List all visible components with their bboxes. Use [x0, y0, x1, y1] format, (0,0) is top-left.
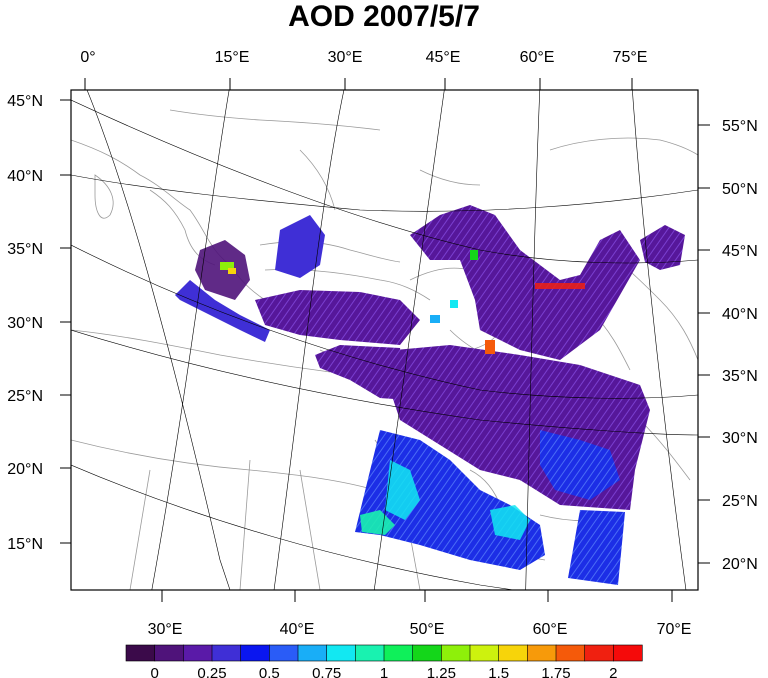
- aod-swath-oman: [490, 505, 530, 540]
- bottom-label-4: 70°E: [657, 621, 692, 638]
- bottom-label-1: 40°E: [280, 621, 315, 638]
- aod-swath-balkans: [275, 215, 325, 278]
- colorbar-swatch: [498, 644, 528, 662]
- colorbar-labels: 0 0.25 0.5 0.75 1 1.25 1.5 1.75 2: [150, 665, 617, 678]
- aod-high-spot: [220, 262, 234, 270]
- colorbar-label: 1.25: [427, 665, 456, 678]
- colorbar-swatch: [412, 644, 442, 662]
- left-label-3: 30°N: [7, 315, 43, 332]
- aod-red-spot-2: [535, 283, 585, 289]
- bottom-label-3: 60°E: [533, 621, 568, 638]
- right-label-5: 30°N: [722, 430, 758, 447]
- colorbar-label: 2: [609, 665, 617, 678]
- top-label-3: 45°E: [426, 49, 461, 66]
- left-label-6: 15°N: [7, 536, 43, 553]
- right-label-2: 45°N: [722, 243, 758, 260]
- bottom-ticks: [161, 590, 673, 602]
- left-axis-labels: 45°N 40°N 35°N 30°N 25°N 20°N 15°N: [7, 93, 43, 553]
- right-label-6: 25°N: [722, 493, 758, 510]
- aod-swath-gulf: [540, 430, 620, 500]
- bottom-axis-labels: 30°E 40°E 50°E 60°E 70°E: [148, 621, 692, 638]
- top-label-2: 30°E: [328, 49, 363, 66]
- colorbar-swatch: [469, 644, 500, 662]
- colorbar-swatch: [527, 644, 557, 662]
- plot-frame: [70, 89, 699, 591]
- colorbar-label: 1: [380, 665, 388, 678]
- colorbar-swatch: [154, 644, 184, 662]
- colorbar-label: 1.5: [488, 665, 509, 678]
- left-ticks: [60, 99, 71, 544]
- graticule: [71, 90, 698, 590]
- left-label-2: 35°N: [7, 241, 43, 258]
- aod-swath-caspian-north: [410, 205, 640, 360]
- left-label-1: 40°N: [7, 168, 43, 185]
- map-content: [71, 90, 698, 590]
- right-label-0: 55°N: [722, 118, 758, 135]
- colorbar-swatch: [555, 644, 586, 662]
- colorbar-swatch: [584, 644, 614, 662]
- top-axis-labels: 0° 15°E 30°E 45°E 60°E 75°E: [80, 49, 647, 66]
- colorbar-swatch: [183, 644, 213, 662]
- colorbar-swatch: [269, 644, 299, 662]
- right-label-7: 20°N: [722, 556, 758, 573]
- colorbar-swatch: [613, 644, 643, 662]
- aod-swath-arabia-cyan: [385, 460, 420, 520]
- colorbar-label: 0.75: [312, 665, 341, 678]
- right-axis-labels: 55°N 50°N 45°N 40°N 35°N 30°N 25°N 20°N: [722, 118, 758, 573]
- aod-swath-arabian-sea: [568, 510, 625, 585]
- colorbar-label: 0: [150, 665, 158, 678]
- right-ticks: [698, 124, 710, 564]
- top-label-4: 60°E: [520, 49, 555, 66]
- colorbar-swatch: [125, 644, 156, 662]
- aod-swath-levant: [315, 345, 410, 400]
- colorbar: [125, 644, 643, 662]
- top-label-1: 15°E: [215, 49, 250, 66]
- map-title: AOD 2007/5/7: [288, 0, 480, 33]
- colorbar-swatch: [326, 644, 356, 662]
- colorbar-label: 0.25: [197, 665, 226, 678]
- right-label-3: 40°N: [722, 306, 758, 323]
- aod-red-spot-1: [485, 340, 495, 354]
- aod-swath-kazakh: [640, 225, 685, 270]
- left-label-5: 20°N: [7, 461, 43, 478]
- right-label-1: 50°N: [722, 181, 758, 198]
- bottom-label-0: 30°E: [148, 621, 183, 638]
- top-label-0: 0°: [80, 49, 95, 66]
- bottom-label-2: 50°E: [410, 621, 445, 638]
- top-ticks: [84, 78, 633, 90]
- aod-swath-turkey: [255, 290, 420, 345]
- colorbar-swatch: [211, 644, 242, 662]
- colorbar-swatch: [383, 644, 414, 662]
- colorbar-label: 1.75: [541, 665, 570, 678]
- top-label-5: 75°E: [613, 49, 648, 66]
- colorbar-swatch: [355, 644, 385, 662]
- colorbar-swatch: [441, 644, 471, 662]
- right-label-4: 35°N: [722, 368, 758, 385]
- left-label-4: 25°N: [7, 388, 43, 405]
- aod-swath-arabia-green: [360, 510, 395, 535]
- left-label-0: 45°N: [7, 93, 43, 110]
- colorbar-swatch: [297, 644, 328, 662]
- aod-data: [175, 205, 685, 585]
- colorbar-swatch: [240, 644, 270, 662]
- colorbar-label: 0.5: [259, 665, 280, 678]
